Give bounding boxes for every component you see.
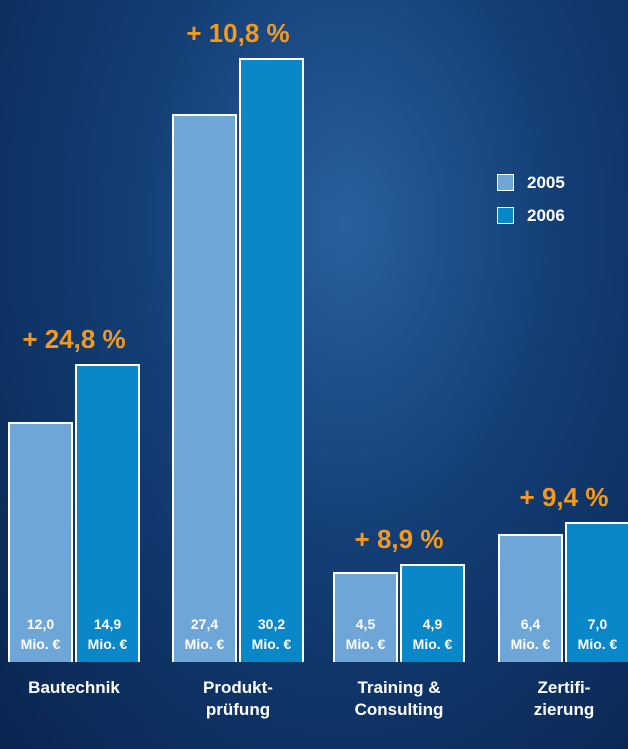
value-label: 4,9 Mio. €: [400, 614, 465, 654]
bar: [172, 114, 237, 662]
value-label: 12,0 Mio. €: [8, 614, 73, 654]
legend-swatch: [497, 207, 514, 224]
category-label: Training & Consulting: [319, 677, 479, 721]
change-annotation: + 24,8 %: [0, 324, 154, 354]
category-label: Zertifi- zierung: [484, 677, 628, 721]
value-label: 14,9 Mio. €: [75, 614, 140, 654]
category-label: Produkt- prüfung: [158, 677, 318, 721]
value-label: 7,0 Mio. €: [565, 614, 628, 654]
category-label: Bautechnik: [0, 677, 154, 699]
chart: 12,0 Mio. €14,9 Mio. € Bautechnik + 24,8 %…: [0, 0, 628, 749]
value-label: 27,4 Mio. €: [172, 614, 237, 654]
value-label: 4,5 Mio. €: [333, 614, 398, 654]
change-annotation: + 10,8 %: [158, 18, 318, 48]
value-label: 30,2 Mio. €: [239, 614, 304, 654]
legend-label: 2005: [527, 174, 565, 192]
legend-swatch: [497, 174, 514, 191]
change-annotation: + 9,4 %: [484, 482, 628, 512]
value-label: 6,4 Mio. €: [498, 614, 563, 654]
change-annotation: + 8,9 %: [319, 524, 479, 554]
bar: [239, 58, 304, 662]
legend-label: 2006: [527, 207, 565, 225]
